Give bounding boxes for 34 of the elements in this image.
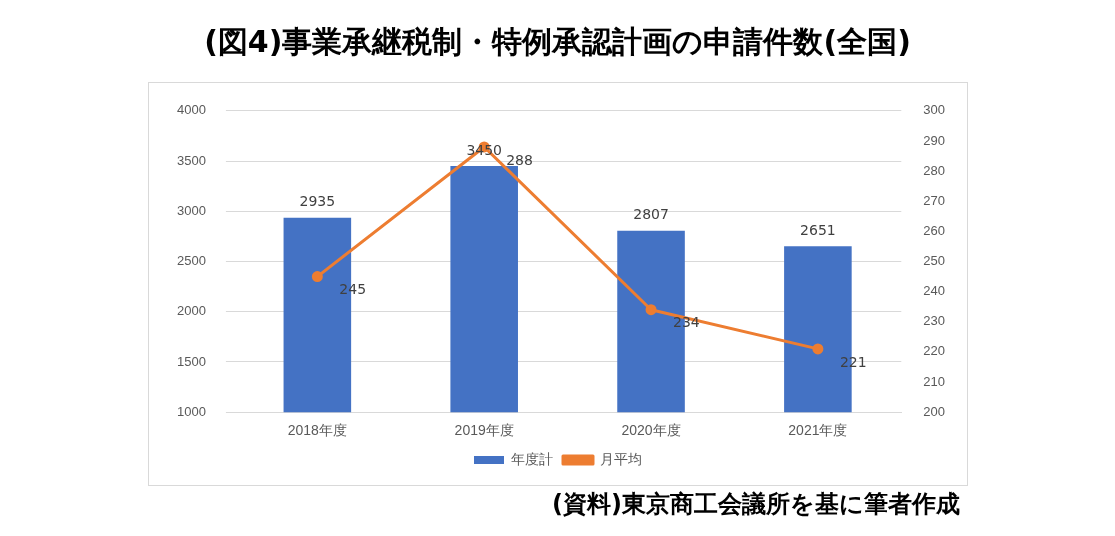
- y-tick-label: 2500: [177, 253, 206, 269]
- data-label: 2935: [299, 193, 336, 210]
- data-label: 2651: [800, 221, 836, 238]
- y-tick-label: 1000: [177, 403, 206, 419]
- y2-tick-label: 250: [923, 253, 946, 269]
- y2-tick-label: 240: [923, 283, 946, 299]
- point: [645, 304, 657, 316]
- y-tick-label: 4000: [177, 102, 206, 118]
- y2-tick-label: 230: [923, 313, 946, 329]
- y2-tick-label: 300: [923, 102, 946, 118]
- legend-label: 月平均: [600, 450, 642, 467]
- legend-label: 年度計: [511, 450, 553, 467]
- y2-tick-label: 220: [923, 343, 946, 359]
- x-tick-label: 2018年度: [287, 422, 347, 439]
- x-tick-label: 2021年度: [788, 422, 848, 439]
- data-label: 234: [673, 314, 700, 331]
- x-tick-label: 2020年度: [621, 422, 681, 439]
- y-tick-label: 2000: [177, 303, 206, 319]
- y2-tick-label: 260: [923, 222, 946, 238]
- point: [311, 271, 323, 283]
- y-tick-label: 3500: [177, 152, 206, 168]
- data-label: 288: [506, 151, 533, 168]
- y2-tick-label: 200: [923, 403, 946, 419]
- y2-tick-label: 210: [923, 373, 946, 389]
- y2-tick-label: 280: [923, 162, 946, 178]
- data-label: 2807: [633, 206, 669, 223]
- point: [812, 343, 824, 355]
- chart-title: (図4)事業承継税制・特例承認計画の申請件数(全国): [203, 23, 912, 61]
- y2-tick-label: 290: [923, 132, 946, 148]
- x-tick-label: 2019年度: [454, 422, 514, 439]
- y-tick-label: 3000: [177, 202, 206, 218]
- y2-tick-label: 270: [923, 192, 946, 208]
- text: (資料)東京商工会議所を基に筆者作成: [552, 489, 960, 520]
- y-tick-label: 1500: [177, 353, 206, 369]
